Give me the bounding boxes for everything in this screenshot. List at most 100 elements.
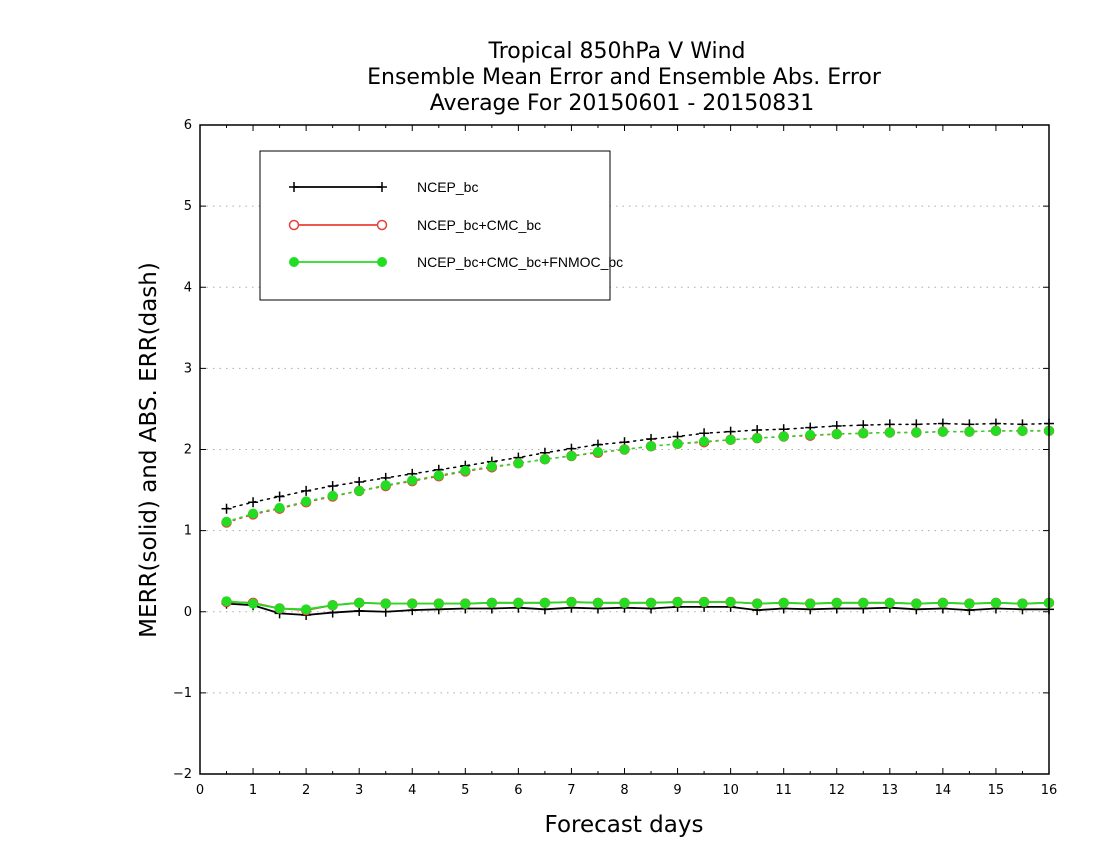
x-tick-label: 14: [935, 783, 952, 798]
y-tick-label: 3: [184, 361, 192, 376]
merr-point: [380, 598, 391, 609]
y-tick-label: −2: [173, 767, 192, 782]
merr-point: [1017, 598, 1028, 609]
series-2: [221, 425, 1054, 615]
merr-point: [539, 597, 550, 608]
series-1: [221, 425, 1055, 616]
y-tick-label: 5: [184, 199, 192, 214]
abserr-point: [937, 426, 948, 437]
merr-point: [725, 597, 736, 608]
y-tick-label: −1: [173, 686, 192, 701]
y-axis-label: MERR(solid) and ABS. ERR(dash): [136, 262, 162, 638]
merr-point: [327, 600, 338, 611]
legend-entry-0: NCEP_bc: [289, 179, 478, 195]
merr-point: [990, 597, 1001, 608]
legend-entry-2: NCEP_bc+CMC_bc+FNMOC_bc: [289, 254, 623, 270]
abserr-point: [884, 427, 895, 438]
x-tick-label: 13: [882, 783, 899, 798]
x-tick-label: 0: [196, 783, 204, 798]
abserr-point: [221, 503, 232, 514]
abserr-point: [354, 485, 365, 496]
y-tick-label: 2: [184, 443, 192, 458]
abserr-line: [225, 430, 1050, 523]
abserr-point: [486, 461, 497, 472]
merr-point: [884, 597, 895, 608]
abserr-point: [433, 470, 444, 481]
legend-marker-end: [377, 257, 387, 267]
abserr-point: [964, 426, 975, 437]
merr-point: [911, 598, 922, 609]
abserr-point: [301, 485, 312, 496]
abserr-point: [221, 516, 232, 527]
x-axis-label: Forecast days: [545, 812, 704, 838]
abserr-point: [592, 446, 603, 457]
x-tick-label: 7: [567, 783, 575, 798]
abserr-point: [327, 490, 338, 501]
merr-point: [831, 597, 842, 608]
y-tick-label: 6: [184, 118, 192, 133]
legend-marker-end: [377, 182, 387, 192]
legend-label: NCEP_bc+CMC_bc+FNMOC_bc: [417, 254, 623, 270]
merr-point: [858, 597, 869, 608]
legend-entry-1: NCEP_bc+CMC_bc: [288, 217, 541, 233]
abserr-point: [619, 444, 630, 455]
merr-point: [592, 597, 603, 608]
merr-point: [964, 598, 975, 609]
merr-point: [248, 598, 259, 609]
abserr-point: [407, 475, 418, 486]
abserr-point: [805, 429, 816, 440]
abserr-line: [225, 422, 1050, 510]
abserr-point: [539, 454, 550, 465]
title-line-1: Tropical 850hPa V Wind: [487, 39, 745, 64]
merr-point: [460, 598, 471, 609]
x-tick-label: 2: [302, 783, 310, 798]
x-tick-label: 12: [828, 783, 845, 798]
x-tick-label: 8: [620, 783, 628, 798]
x-tick-label: 9: [673, 783, 681, 798]
x-tick-label: 10: [722, 783, 739, 798]
merr-point: [407, 598, 418, 609]
chart-title: Tropical 850hPa V Wind Ensemble Mean Err…: [367, 39, 882, 116]
abserr-point: [725, 434, 736, 445]
abserr-point: [990, 425, 1001, 436]
merr-point: [805, 598, 816, 609]
abserr-point: [274, 491, 285, 502]
merr-point: [433, 598, 444, 609]
legend: NCEP_bc NCEP_bc+CMC_bc NCEP_bc+CMC_bc+FNMO…: [259, 150, 623, 301]
abserr-point: [248, 508, 259, 519]
merr-point: [301, 604, 312, 615]
abserr-point: [460, 465, 471, 476]
legend-marker-start: [288, 219, 300, 231]
series-0: [221, 418, 1054, 620]
merr-point: [672, 597, 683, 608]
abserr-point: [672, 438, 683, 449]
x-tick-label: 3: [355, 783, 363, 798]
title-line-2: Ensemble Mean Error and Ensemble Abs. Er…: [367, 65, 882, 90]
merr-point: [937, 597, 948, 608]
merr-point: [513, 597, 524, 608]
merr-point: [619, 597, 630, 608]
abserr-line: [225, 430, 1050, 524]
series-layer: [221, 418, 1055, 620]
legend-marker-start: [289, 257, 299, 267]
x-tick-label: 16: [1041, 783, 1058, 798]
merr-point: [354, 597, 365, 608]
y-tick-label: 1: [184, 524, 192, 539]
abserr-point: [858, 428, 869, 439]
merr-point: [221, 596, 232, 607]
abserr-point: [566, 450, 577, 461]
abserr-point: [911, 427, 922, 438]
merr-point: [752, 598, 763, 609]
merr-point: [274, 603, 285, 614]
title-line-3: Average For 20150601 - 20150831: [430, 91, 815, 116]
abserr-point: [248, 497, 259, 508]
legend-label: NCEP_bc: [417, 179, 478, 195]
abserr-point: [699, 436, 710, 447]
x-tick-label: 11: [775, 783, 792, 798]
abserr-point: [327, 481, 338, 492]
abserr-point: [274, 502, 285, 513]
abserr-point: [831, 429, 842, 440]
abserr-point: [354, 476, 365, 487]
